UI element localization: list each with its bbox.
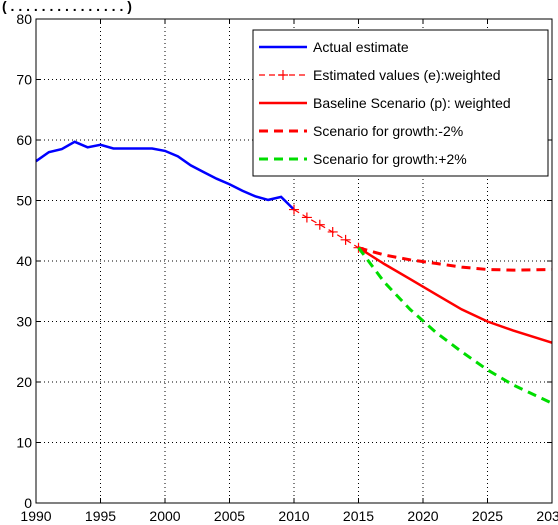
series-point-1 [340,234,351,245]
y-tick-label: 50 [16,193,32,209]
y-tick-label: 20 [16,374,32,390]
series-line-0 [35,140,295,211]
legend-label-3: Scenario for growth:-2% [313,123,463,139]
legend-label-2: Baseline Scenario (p): weighted [313,95,511,111]
series-layer [35,140,553,405]
x-tick-label: 2010 [278,508,309,524]
y-tick-label: 10 [16,435,32,451]
series-line-4 [357,246,553,405]
x-tick-label: 1990 [20,508,51,524]
series-line-2 [357,246,553,344]
legend-label-0: Actual estimate [313,39,409,55]
cropped-header-text: ( . . . . . . . . . . . . . . . ) [2,0,132,14]
series-point-1 [327,226,338,237]
y-tick-label: 60 [16,132,32,148]
series-point-1 [301,212,312,223]
y-tick-label: 30 [16,314,32,330]
legend-label-4: Scenario for growth:+2% [313,151,467,167]
x-tick-label: 2005 [214,508,245,524]
legend-label-1: Estimated values (e):weighted [313,67,501,83]
legend-marker-1 [278,70,288,80]
tick-labels: 1990199520002005201020152020202520300102… [16,11,558,524]
y-tick-label: 0 [24,495,32,511]
x-tick-label: 2025 [472,508,503,524]
y-tick-label: 70 [16,72,32,88]
x-tick-label: 2000 [149,508,180,524]
x-tick-label: 1995 [85,508,116,524]
x-tick-label: 2015 [343,508,374,524]
series-line-1 [293,209,359,249]
x-tick-label: 2020 [407,508,438,524]
series-point-1 [289,204,299,215]
legend: Actual estimate Estimated values (e):weig… [252,29,549,177]
series-line-3 [358,246,553,272]
series-point-1 [314,219,325,230]
y-tick-label: 80 [16,11,32,27]
y-tick-label: 40 [16,253,32,269]
